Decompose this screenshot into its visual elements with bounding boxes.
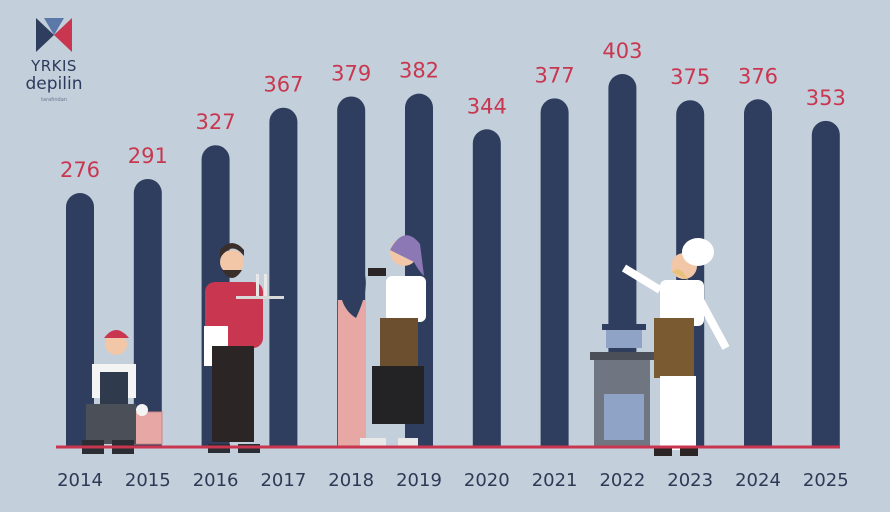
waiter-illustration <box>204 243 284 453</box>
year-label-2016: 2016 <box>193 470 239 491</box>
bar-2020 <box>472 129 501 448</box>
bar-2014 <box>66 193 94 447</box>
value-label-2018: 379 <box>331 61 371 85</box>
value-label-2015: 291 <box>128 144 168 168</box>
year-label-2021: 2021 <box>532 470 578 491</box>
year-labels-group: 2014 2015 2016 2017 2018 2019 2020 2021 2022 2023… <box>57 470 849 491</box>
brand-logo: YRKIS depilin tarafından <box>14 16 94 103</box>
value-label-2025: 353 <box>806 86 846 110</box>
worker-illustration <box>82 330 163 454</box>
year-label-2019: 2019 <box>396 470 442 491</box>
logo-mark-icon <box>36 18 72 52</box>
bar-2024 <box>744 99 772 447</box>
value-label-2019: 382 <box>399 59 439 83</box>
year-label-2018: 2018 <box>328 470 374 491</box>
value-label-2020: 344 <box>467 94 507 118</box>
value-label-2016: 327 <box>196 110 236 134</box>
year-label-2025: 2025 <box>803 470 849 491</box>
chef-illustration <box>590 238 730 456</box>
value-label-2024: 376 <box>738 64 778 88</box>
value-labels-group: 276 291 327 367 379 382 344 377 403 375 376 353 <box>60 39 846 182</box>
year-label-2022: 2022 <box>599 470 645 491</box>
bar-2017 <box>269 107 298 447</box>
bar-2021 <box>540 98 569 447</box>
value-label-2021: 377 <box>535 63 575 87</box>
value-label-2014: 276 <box>60 158 100 182</box>
hairdresser-illustration <box>338 235 426 448</box>
bars-group <box>66 74 840 448</box>
year-label-2024: 2024 <box>735 470 781 491</box>
year-label-2023: 2023 <box>667 470 713 491</box>
year-label-2015: 2015 <box>125 470 171 491</box>
year-label-2017: 2017 <box>260 470 306 491</box>
bar-2025 <box>811 120 840 447</box>
logo-text-line2: depilin <box>25 74 83 94</box>
value-label-2022: 403 <box>602 39 642 63</box>
bar-2015 <box>133 178 162 448</box>
value-label-2023: 375 <box>670 65 710 89</box>
logo-tagline: tarafından <box>41 97 67 103</box>
logo-text-line1: YRKIS <box>31 57 77 75</box>
year-label-2020: 2020 <box>464 470 510 491</box>
value-label-2017: 367 <box>263 73 303 97</box>
year-label-2014: 2014 <box>57 470 103 491</box>
